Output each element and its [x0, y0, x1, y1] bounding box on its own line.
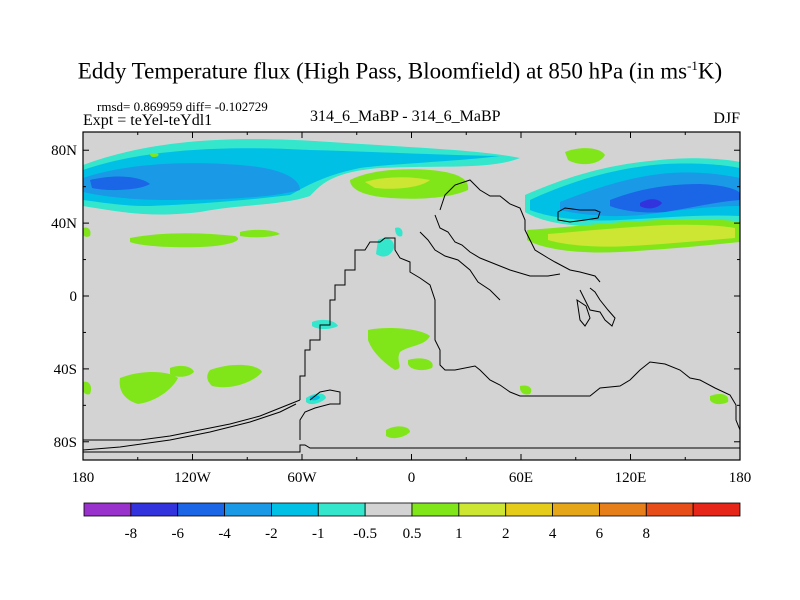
- x-tick-label: 60E: [509, 470, 533, 486]
- pos-region-antarctic: [386, 426, 410, 439]
- x-tick-label: 180: [729, 470, 752, 486]
- pos-region-west-edge-south: [83, 381, 92, 395]
- coastline-japan: [557, 207, 601, 223]
- colorbar-swatch: [411, 502, 460, 517]
- x-tick-label: 120W: [174, 470, 212, 486]
- neg-region-atlantic-2: [83, 163, 300, 200]
- y-tick-label: 40N: [51, 216, 77, 232]
- coastline-south-america: [83, 399, 301, 441]
- colorbar-label: -8: [125, 526, 138, 542]
- pos-region-south-pacific-east: [710, 394, 729, 405]
- colorbar-label: -6: [171, 526, 184, 542]
- x-tick-label: 120E: [615, 470, 647, 486]
- colorbar-swatch: [505, 502, 553, 517]
- colorbar-label: 1: [455, 526, 463, 542]
- y-tick-label: 40S: [54, 362, 77, 378]
- neg-region-south-atlantic-2: [310, 395, 320, 401]
- colorbar-label: 8: [643, 526, 651, 542]
- coastline-asia-north: [439, 179, 601, 283]
- y-axis: 80N 40N 0 40S 80S: [51, 143, 740, 451]
- pos-region-greenland: [565, 148, 605, 165]
- coastlines: [82, 179, 741, 453]
- neg-region-atlantic-3: [90, 176, 150, 191]
- colorbar-label: -2: [265, 526, 278, 542]
- pos-region-north-america: [130, 233, 239, 248]
- neg-region-red-sea: [395, 227, 403, 237]
- experiment-label: Expt = teYel-teYdl1: [83, 112, 213, 129]
- colorbar-label: 0.5: [403, 526, 422, 542]
- colorbar-swatch: [599, 502, 647, 517]
- coastline-asia-inner: [434, 214, 561, 277]
- stats-label: rmsd= 0.869959 diff= -0.102729: [97, 99, 268, 114]
- pos-region-atlantic-small: [240, 229, 280, 238]
- coastline-india-se-asia: [579, 287, 616, 327]
- coastline-eurasia: [299, 237, 741, 431]
- y-tick-label: 80N: [51, 143, 77, 159]
- pos-region-east-asia-2: [548, 224, 735, 247]
- pos-region-central-asia-2: [365, 177, 430, 189]
- neg-region-africa-east: [312, 319, 338, 329]
- pos-region-pacific-west-edge: [83, 227, 91, 237]
- coastline-africa-south: [299, 389, 341, 440]
- colorbar-label: -1: [312, 526, 325, 542]
- colorbar-label: 6: [596, 526, 604, 542]
- y-tick-label: 80S: [54, 435, 77, 451]
- colorbar-swatch: [317, 502, 366, 517]
- colorbar-label: 2: [502, 526, 510, 542]
- colorbar-label: -0.5: [353, 526, 377, 542]
- pos-region-south-pacific-2: [170, 365, 194, 377]
- colorbar: -8 -6 -4 -2 -1 -0.5 0.5 1 2 4 6 8: [83, 502, 741, 542]
- colorbar-swatch: [364, 502, 413, 517]
- colorbar-swatch: [645, 502, 694, 517]
- x-axis: 180 120W 60W 0 60E 120E 180: [72, 132, 752, 486]
- colorbar-swatch: [224, 502, 272, 517]
- coastline-arabia: [419, 231, 501, 301]
- coastline-west-south: [82, 403, 297, 451]
- colorbar-label: -4: [218, 526, 231, 542]
- colorbar-swatch: [552, 502, 600, 517]
- pos-region-south-america: [207, 364, 262, 388]
- season-label: DJF: [713, 110, 740, 127]
- x-tick-label: 0: [408, 470, 416, 486]
- colorbar-swatch: [130, 502, 179, 517]
- colorbar-label: 4: [549, 526, 557, 542]
- pos-region-south-pacific: [119, 372, 178, 404]
- pos-region-indian-ocean: [368, 328, 430, 370]
- x-tick-label: 180: [72, 470, 95, 486]
- neg-region-pacific-4: [640, 199, 662, 209]
- colorbar-swatch: [692, 502, 741, 517]
- colorbar-swatch: [271, 502, 319, 517]
- pos-region-arctic-small: [150, 153, 159, 158]
- pos-region-south-ocean-small: [520, 385, 532, 395]
- coastline-madagascar: [576, 298, 591, 327]
- y-tick-label: 0: [70, 289, 78, 305]
- case-label: 314_6_MaBP - 314_6_MaBP: [310, 108, 501, 125]
- colorbar-swatch: [177, 502, 225, 517]
- colorbar-swatch: [458, 502, 507, 517]
- neg-region-mediterranean: [376, 238, 395, 257]
- colorbar-swatch: [83, 502, 132, 517]
- x-tick-label: 60W: [287, 470, 317, 486]
- chart-title: Eddy Temperature flux (High Pass, Bloomf…: [77, 58, 723, 84]
- pos-region-south-indian: [408, 358, 433, 371]
- coastline-antarctica: [83, 444, 740, 453]
